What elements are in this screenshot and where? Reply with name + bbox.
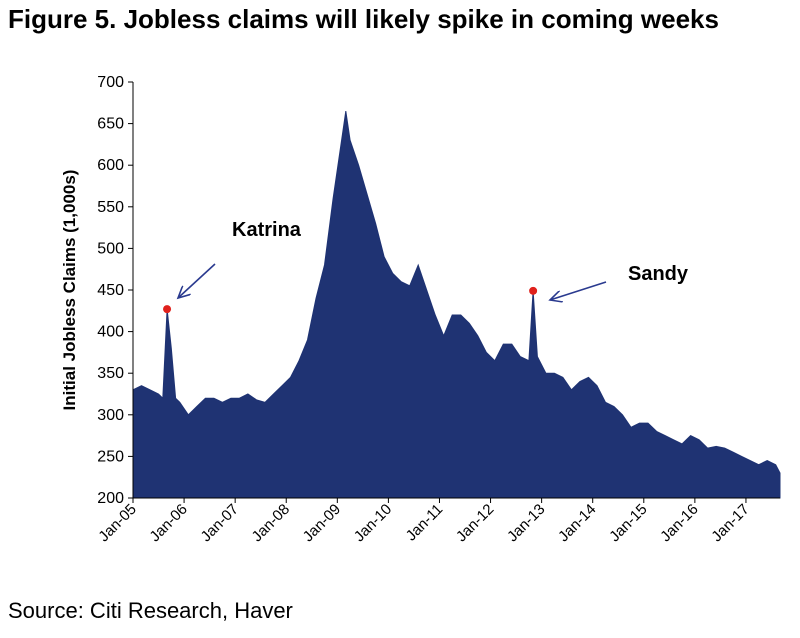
- x-tick-label: Jan-12: [453, 501, 497, 545]
- sandy-arrow: [550, 281, 607, 300]
- chart-title: Figure 5. Jobless claims will likely spi…: [8, 4, 719, 34]
- y-axis: 200 250 300 350 400 450 500 550 600 650 700: [97, 74, 134, 507]
- series-area: [132, 111, 781, 499]
- y-tick-label: 200: [97, 490, 124, 507]
- x-tick-label: Jan-15: [606, 501, 650, 545]
- y-tick-label: 400: [97, 324, 124, 341]
- x-tick-label: Jan-08: [249, 501, 293, 545]
- sandy-label: Sandy: [628, 263, 689, 285]
- katrina-arrow: [178, 263, 216, 298]
- x-tick-label: Jan-16: [657, 501, 701, 545]
- x-tick-label: Jan-09: [300, 501, 344, 545]
- sandy-marker: [529, 286, 538, 295]
- y-tick-label: 300: [97, 407, 124, 424]
- katrina-label: Katrina: [232, 219, 302, 241]
- katrina-marker: [163, 305, 172, 314]
- x-tick-label: Jan-14: [555, 501, 599, 545]
- y-tick-label: 700: [97, 74, 124, 91]
- y-tick-label: 500: [97, 240, 124, 257]
- y-axis-label: Initial Jobless Claims (1,000s): [60, 170, 79, 411]
- x-tick-label: Jan-06: [146, 501, 190, 545]
- y-tick-label: 450: [97, 282, 124, 299]
- source-note: Source: Citi Research, Haver: [8, 598, 293, 623]
- annotations: Katrina Sandy: [163, 219, 689, 314]
- x-tick-label: Jan-17: [708, 501, 752, 545]
- plot-area: [132, 111, 781, 499]
- x-tick-label: Jan-05: [95, 501, 139, 545]
- y-tick-label: 600: [97, 157, 124, 174]
- y-tick-label: 250: [97, 448, 124, 465]
- x-tick-label: Jan-13: [504, 501, 548, 545]
- x-tick-label: Jan-10: [351, 501, 395, 545]
- x-axis: Jan-05 Jan-06 Jan-07 Jan-08 Jan-09 Jan-10 Jan-…: [95, 497, 780, 545]
- y-tick-label: 350: [97, 365, 124, 382]
- y-tick-label: 650: [97, 116, 124, 133]
- y-tick-label: 550: [97, 199, 124, 216]
- x-tick-label: Jan-07: [198, 501, 242, 545]
- x-tick-label: Jan-11: [403, 501, 447, 545]
